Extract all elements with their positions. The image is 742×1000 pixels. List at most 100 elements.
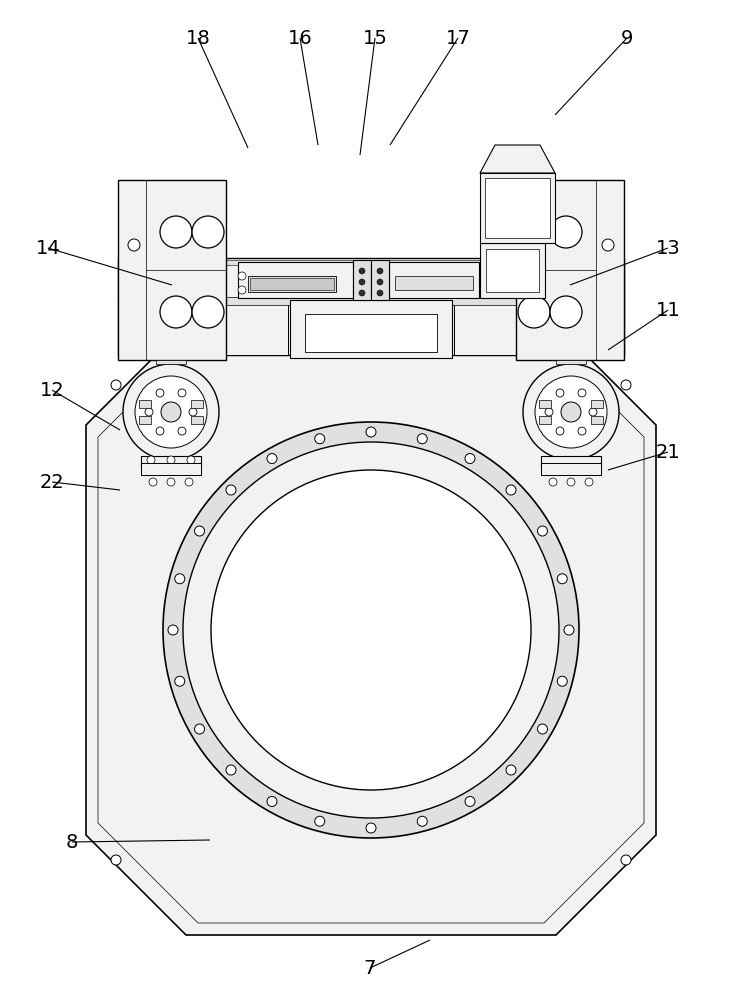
Bar [480, 243, 545, 298]
Bar [248, 276, 336, 292]
Circle shape [602, 239, 614, 251]
Circle shape [550, 296, 582, 328]
Circle shape [192, 216, 224, 248]
Text: 15: 15 [363, 28, 387, 47]
Circle shape [535, 376, 607, 448]
Circle shape [128, 239, 140, 251]
Circle shape [156, 427, 164, 435]
Circle shape [465, 454, 475, 464]
Circle shape [149, 478, 157, 486]
Bar [139, 400, 151, 408]
Circle shape [561, 402, 581, 422]
Circle shape [211, 470, 531, 790]
Circle shape [187, 456, 195, 464]
Circle shape [567, 478, 575, 486]
Text: 22: 22 [39, 473, 65, 491]
Circle shape [556, 427, 564, 435]
Bar [141, 463, 201, 475]
Circle shape [377, 268, 383, 274]
Bar [371, 260, 389, 300]
Circle shape [123, 364, 219, 460]
Circle shape [549, 478, 557, 486]
Circle shape [564, 625, 574, 635]
Bar [290, 300, 452, 358]
Circle shape [168, 625, 178, 635]
Bar [305, 314, 437, 352]
Circle shape [518, 296, 550, 328]
Text: 21: 21 [656, 442, 680, 462]
Bar [191, 416, 203, 424]
Circle shape [589, 408, 597, 416]
Circle shape [175, 676, 185, 686]
Bar [141, 456, 201, 468]
Bar [454, 300, 520, 355]
Bar [250, 278, 334, 290]
Polygon shape [480, 145, 555, 173]
Circle shape [226, 485, 236, 495]
Circle shape [377, 290, 383, 296]
Circle shape [315, 816, 325, 826]
Circle shape [192, 296, 224, 328]
Circle shape [167, 478, 175, 486]
Circle shape [163, 422, 579, 838]
Circle shape [315, 434, 325, 444]
Bar [238, 262, 353, 298]
Bar [120, 260, 622, 265]
Circle shape [175, 574, 185, 584]
Bar [480, 173, 555, 243]
Circle shape [238, 272, 246, 280]
Circle shape [366, 427, 376, 437]
Circle shape [178, 389, 186, 397]
Circle shape [506, 485, 516, 495]
Circle shape [359, 279, 365, 285]
Circle shape [194, 526, 205, 536]
Bar [591, 400, 603, 408]
Circle shape [156, 389, 164, 397]
Bar [541, 456, 601, 468]
Circle shape [556, 389, 564, 397]
Circle shape [537, 724, 548, 734]
Circle shape [226, 765, 236, 775]
Circle shape [506, 765, 516, 775]
Circle shape [465, 796, 475, 806]
Bar [118, 300, 624, 355]
Circle shape [557, 574, 567, 584]
Bar [486, 249, 539, 292]
Circle shape [366, 823, 376, 833]
Circle shape [578, 427, 586, 435]
Bar [395, 276, 473, 290]
Bar [222, 300, 288, 355]
Bar [353, 260, 371, 300]
Circle shape [147, 456, 155, 464]
Circle shape [578, 389, 586, 397]
Text: 8: 8 [66, 832, 78, 852]
Text: 7: 7 [364, 958, 376, 978]
Circle shape [238, 286, 246, 294]
Bar [191, 400, 203, 408]
Bar [118, 297, 624, 305]
Circle shape [550, 216, 582, 248]
Circle shape [178, 427, 186, 435]
Polygon shape [86, 325, 656, 935]
Circle shape [621, 855, 631, 865]
Circle shape [621, 380, 631, 390]
Text: 18: 18 [186, 28, 211, 47]
Circle shape [518, 216, 550, 248]
Circle shape [585, 478, 593, 486]
Text: 14: 14 [36, 238, 60, 257]
Circle shape [189, 408, 197, 416]
Text: 9: 9 [621, 28, 633, 47]
Circle shape [111, 380, 121, 390]
Circle shape [160, 216, 192, 248]
Bar [539, 416, 551, 424]
Circle shape [537, 526, 548, 536]
Circle shape [359, 268, 365, 274]
Circle shape [145, 408, 153, 416]
Text: 11: 11 [656, 300, 680, 320]
Text: 16: 16 [288, 28, 312, 47]
Circle shape [377, 279, 383, 285]
Bar [139, 416, 151, 424]
Circle shape [111, 855, 121, 865]
Circle shape [161, 402, 181, 422]
Circle shape [557, 676, 567, 686]
